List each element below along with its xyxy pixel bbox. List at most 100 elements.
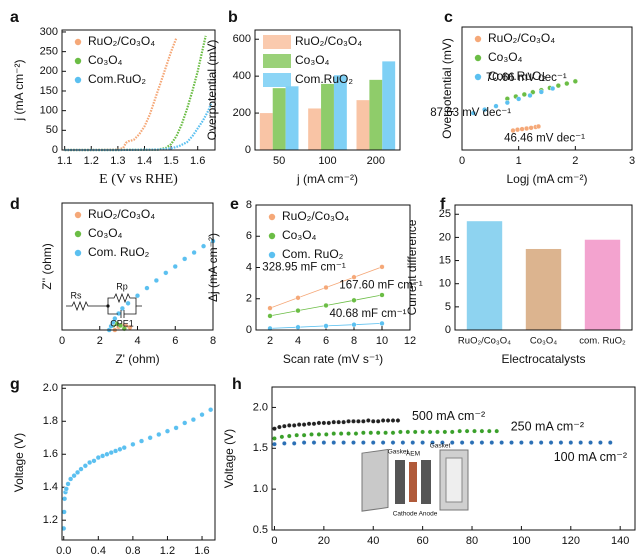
point — [472, 428, 477, 434]
point — [398, 429, 403, 435]
point — [479, 440, 485, 445]
point — [390, 430, 396, 436]
y-tick-label: 0 — [445, 324, 451, 336]
point — [134, 293, 141, 299]
legend-marker — [74, 57, 82, 65]
legend-marker — [74, 38, 82, 46]
circuit-node — [106, 304, 110, 308]
point — [272, 441, 277, 447]
series-label: 500 mA cm⁻² — [412, 409, 485, 423]
panel-label: c — [444, 9, 453, 26]
legend-label: RuO₂/Co₃O₄ — [295, 34, 362, 48]
point — [112, 448, 119, 454]
point — [341, 419, 347, 425]
point — [568, 440, 574, 445]
y-axis-label: Voltage (V) — [222, 429, 236, 488]
y-tick-label: 400 — [233, 70, 251, 82]
point — [379, 292, 385, 298]
point — [108, 450, 114, 456]
point — [336, 419, 342, 425]
bar — [333, 75, 347, 150]
x-tick-label: 2 — [97, 335, 103, 347]
point — [598, 440, 603, 445]
x-tick-label: 10 — [376, 335, 388, 347]
plot-frame — [271, 386, 636, 531]
annotation: 87.63 mV dec⁻¹ — [430, 107, 511, 119]
point — [301, 432, 307, 438]
point — [509, 440, 514, 445]
x-tick-label: 100 — [512, 535, 530, 547]
legend-label: Co₃O₄ — [88, 226, 123, 240]
point — [173, 425, 179, 431]
panel-label: g — [10, 376, 20, 393]
point — [291, 440, 297, 446]
point — [427, 429, 433, 435]
y-tick-label: 1.6 — [43, 448, 58, 460]
data-line — [64, 103, 213, 152]
legend-label: RuO₂/Co₃O₄ — [88, 207, 155, 221]
x-axis-label: Logj (mA cm⁻²) — [506, 172, 587, 186]
x-tick-label: 1.2 — [84, 155, 99, 167]
point — [331, 440, 337, 445]
y-tick-label: 0 — [52, 144, 58, 156]
y-tick-label: 2 — [246, 293, 252, 305]
bar — [285, 86, 299, 150]
legend-marker — [74, 76, 82, 84]
point — [326, 420, 332, 426]
point — [442, 429, 448, 435]
panel-label: d — [10, 196, 20, 213]
inset-label: AEM — [406, 451, 420, 458]
x-tick-label: 100 — [318, 155, 336, 167]
legend-label: RuO₂/Co₃O₄ — [282, 209, 349, 223]
inset-label: Cathode — [393, 511, 418, 518]
panel-label: f — [440, 196, 446, 213]
x-tick-label: 8 — [351, 335, 357, 347]
point — [390, 440, 396, 445]
point — [353, 431, 359, 436]
x-tick-label: 3 — [629, 155, 635, 167]
y-tick-label: 1.0 — [253, 483, 268, 495]
circuit-wire — [107, 306, 137, 318]
y-tick-label: 6 — [246, 230, 252, 242]
legend-marker — [74, 249, 82, 257]
bar — [321, 83, 334, 150]
point — [125, 300, 131, 306]
point — [385, 418, 391, 423]
point — [279, 434, 285, 440]
plot-frame — [61, 202, 214, 331]
y-tick-label: 1.4 — [43, 481, 58, 493]
y-tick-label: 200 — [233, 107, 251, 119]
legend-label: Co₃O₄ — [488, 50, 523, 64]
point — [464, 428, 470, 434]
point — [130, 441, 136, 447]
point — [538, 89, 544, 95]
x-tick-label: 6 — [172, 335, 178, 347]
point — [323, 284, 329, 291]
y-tick-label: 0 — [245, 144, 251, 156]
x-tick-label: 80 — [466, 535, 478, 547]
x-tick-label: 4 — [134, 335, 140, 347]
y-axis-label: Current difference — [405, 219, 419, 315]
point — [470, 110, 476, 116]
x-tick-label: 40 — [367, 535, 379, 547]
x-tick-label: 4 — [295, 335, 301, 347]
point — [286, 423, 292, 428]
point — [61, 496, 68, 502]
y-tick-label: 5 — [445, 301, 451, 313]
point — [321, 440, 327, 445]
y-axis-label: Δj (mA cm⁻²) — [206, 233, 220, 302]
plot-frame — [454, 204, 633, 331]
point — [375, 418, 381, 424]
y-axis-label: Overpotential (mV) — [440, 38, 454, 139]
point — [95, 454, 101, 461]
point — [435, 429, 440, 435]
point — [138, 438, 145, 444]
point — [191, 249, 197, 256]
x-tick-label: 0 — [459, 155, 465, 167]
y-tick-label: 0 — [246, 324, 252, 336]
point — [420, 440, 426, 445]
point — [380, 440, 386, 445]
point — [360, 418, 366, 424]
point — [87, 459, 93, 466]
point — [163, 270, 169, 276]
